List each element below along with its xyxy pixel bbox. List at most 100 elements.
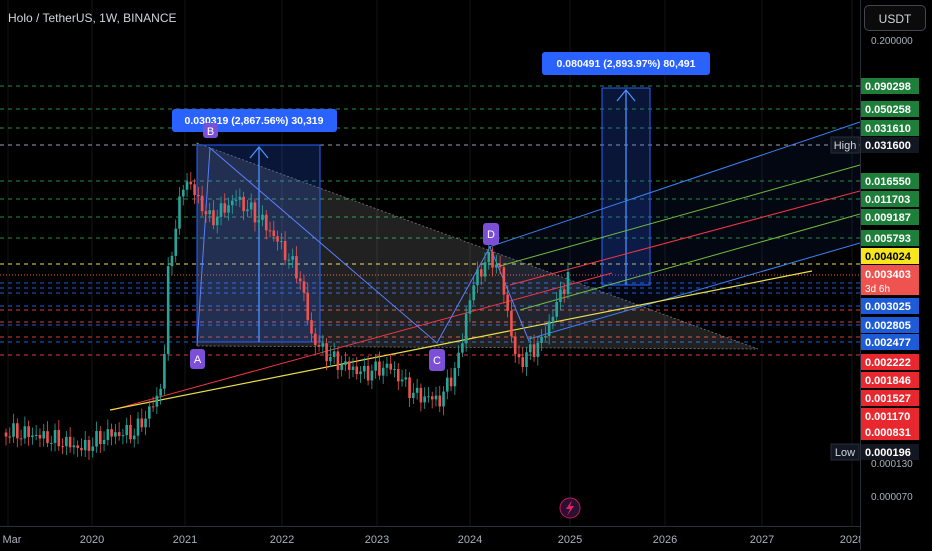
candle-body [453,368,457,387]
candle-body [340,364,343,370]
candle-body [359,371,362,375]
candle-body [42,431,46,439]
candle-body [95,431,98,447]
svg-text:0.001846: 0.001846 [865,375,911,387]
candle-body [283,241,287,261]
candle-body [185,181,189,190]
candle-body [110,429,113,437]
drawings [109,87,860,411]
candle-body [197,195,200,197]
candle-body [434,395,438,400]
candle-body [174,228,178,256]
blue-level-label: 0.002805 [861,317,919,333]
candle-body [163,354,166,389]
candle-body [53,430,57,443]
lightning-icon[interactable] [559,497,581,519]
point-c[interactable]: C [429,349,445,371]
candle-body [491,251,494,268]
candle-body [23,426,27,439]
price-chart[interactable]: 0.030319 (2,867.56%) 30,319 0.080491 (2,… [0,0,860,526]
time-tick: 2022 [270,534,294,546]
candle-body [140,418,144,428]
red-trendline [111,272,613,411]
candle-body [355,366,359,375]
yellow-trendline [109,270,813,411]
red-level-label: 0.001846 [861,372,919,388]
point-d[interactable]: D [483,223,499,245]
candle-body [419,387,423,403]
candle-body [313,333,317,346]
candle-body [12,423,15,437]
candle-body [430,396,434,400]
candle-body [321,343,325,347]
candle-body [396,368,400,382]
channel-bottom [528,242,860,340]
candle-body [544,336,547,338]
candle-body [525,352,528,367]
time-tick: Mar [3,534,22,546]
svg-text:0.000831: 0.000831 [865,427,911,439]
candle-body [559,289,562,302]
svg-text:A: A [194,354,202,366]
time-tick: 2020 [80,534,104,546]
green-level-label: 0.005793 [861,230,919,246]
time-axis[interactable]: Mar 2020 2021 2022 2023 2024 2025 2026 2027 2028 [0,526,860,551]
green-level-label: 0.009187 [861,209,919,225]
red-level-label: 0.001527 [861,390,919,406]
svg-text:0.004024: 0.004024 [865,251,912,263]
candle-body [378,361,381,376]
svg-text:B: B [207,126,214,138]
candle-body [80,447,83,451]
candle-body [366,365,370,381]
candle-body [404,377,408,380]
measure-label-1-text: 0.030319 (2,867.56%) 30,319 [185,115,324,127]
blue-level-label: 0.003025 [861,298,919,314]
candle-body [242,196,245,212]
candle-body [540,336,543,343]
low-tag: Low [830,443,860,461]
candle-body [329,356,332,362]
candle-body [166,266,170,355]
price-axis[interactable]: 0.200000 0.000130 0.000070 0.090298 0.050258… [860,0,932,550]
candle-body [144,418,147,428]
svg-text:0.003025: 0.003025 [865,301,911,313]
time-tick: 2021 [173,534,197,546]
price-tick: 0.000070 [871,492,913,503]
time-tick: 2024 [458,534,482,546]
candle-body [291,256,294,260]
candle-body [472,285,476,301]
currency-button[interactable]: USDT [864,5,926,31]
candle-body [521,357,525,367]
svg-text:0.001527: 0.001527 [865,393,911,405]
time-tick: 2026 [653,534,677,546]
candle-body [61,446,64,448]
candle-body [385,363,389,368]
candle-body [68,436,72,448]
point-b[interactable]: B [203,123,218,138]
candle-body [351,366,355,370]
candle-body [302,281,306,293]
candle-body [317,345,321,347]
candle-body [547,321,551,337]
candle-body [19,438,23,440]
svg-text:0.002477: 0.002477 [865,337,911,349]
candle-body [253,202,257,223]
candle-body [8,436,12,438]
candle-body [129,425,132,440]
candle-body [280,241,283,243]
candle-body [38,434,42,439]
candle-body [476,269,479,286]
candle-body [347,361,351,370]
channel-lower-mid [519,213,860,311]
candle-body [446,377,449,392]
point-a[interactable]: A [190,349,205,369]
candle-body [502,267,506,295]
candle-body [91,446,95,451]
grid-lines [7,0,853,526]
candles [4,171,570,460]
price-tick: 0.200000 [871,36,913,47]
high-tag: High [830,136,860,154]
candle-body [528,344,532,353]
candle-body [238,196,242,200]
candle-body [532,344,536,357]
